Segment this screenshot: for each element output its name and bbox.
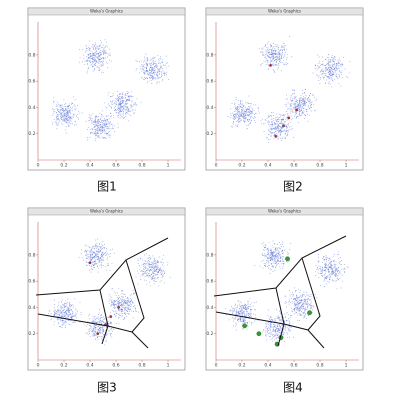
window	[205, 207, 364, 371]
centroid	[109, 315, 113, 318]
boundary	[215, 311, 285, 325]
point-cloud	[108, 287, 140, 324]
y-tick-label: 0.4	[206, 305, 213, 311]
x-tick-label: 0.8	[316, 163, 323, 169]
window	[205, 7, 364, 171]
centroid	[88, 261, 92, 265]
y-tick-label: 0.8	[28, 52, 35, 58]
boundary	[213, 235, 347, 297]
x-tick-label: 0.6	[290, 363, 297, 369]
caption: 图2	[283, 180, 303, 194]
window-title: Weka's Graphics	[268, 209, 301, 214]
panel: Weka's Graphics 0 0.2 0.4 0.6 0.8 1 0.2 0.4 0.6 0.…	[27, 207, 186, 371]
caption: 图4	[283, 381, 303, 395]
point-cloud	[51, 96, 83, 134]
point-cloud	[315, 251, 349, 290]
x-tick-label: 0	[215, 163, 218, 169]
x-tick-label: 0	[37, 363, 40, 369]
point-cloud	[135, 253, 171, 287]
boundary	[301, 257, 321, 331]
point-cloud	[78, 238, 115, 273]
x-tick-label: 0.6	[112, 163, 119, 169]
point-cloud	[78, 39, 112, 74]
y-tick-label: 0.2	[28, 131, 35, 137]
x-tick-label: 0	[215, 363, 218, 369]
centroid	[274, 134, 278, 138]
title-bar	[205, 207, 364, 216]
point-cloud	[254, 240, 292, 274]
x-tick-label: 1	[167, 363, 170, 369]
panel: Weka's Graphics 0 0.2 0.4 0.6 0.8 1 0.2 0.4 0.6 0.…	[205, 207, 364, 371]
point-cloud	[283, 88, 317, 124]
title-bar	[205, 7, 364, 16]
boundary	[35, 237, 169, 296]
y-tick-label: 0.8	[206, 52, 213, 58]
x-tick-label: 1	[345, 163, 348, 169]
x-tick-label: 0.6	[112, 363, 119, 369]
boundary	[125, 259, 145, 333]
centroid	[96, 332, 100, 336]
voronoi-lines	[213, 235, 347, 349]
x-tick-label: 0.4	[264, 363, 271, 369]
y-tick-label: 0.4	[28, 105, 35, 111]
centroid	[287, 116, 291, 120]
title-bar	[27, 7, 186, 16]
window-title: Weka's Graphics	[268, 9, 301, 14]
centroid	[256, 331, 262, 337]
y-tick-label: 0.2	[206, 331, 213, 337]
x-tick-label: 0.4	[86, 163, 93, 169]
point-cloud	[104, 90, 142, 124]
window	[27, 207, 186, 371]
y-tick-label: 0.4	[28, 305, 35, 311]
y-tick-label: 0.6	[206, 79, 213, 85]
y-tick-label: 0.4	[206, 105, 213, 111]
x-tick-label: 0.6	[290, 163, 297, 169]
x-tick-label: 0	[37, 163, 40, 169]
x-tick-label: 0.8	[138, 363, 145, 369]
window	[27, 7, 186, 171]
title-bar	[27, 207, 186, 216]
point-cloud	[312, 53, 351, 88]
centroid	[295, 108, 298, 112]
centroid	[285, 256, 290, 262]
x-tick-label: 0.8	[316, 363, 323, 369]
point-cloud	[48, 298, 82, 329]
centroid	[269, 64, 272, 67]
caption: 图1	[97, 180, 117, 194]
point-cloud	[85, 110, 119, 141]
x-tick-label: 0.2	[60, 363, 67, 369]
y-tick-label: 0.2	[206, 131, 213, 137]
caption: 图3	[97, 381, 117, 395]
voronoi-lines	[35, 237, 169, 349]
y-tick-label: 0.2	[28, 331, 35, 337]
x-tick-label: 0.2	[238, 163, 245, 169]
centroid	[282, 124, 285, 128]
point-cloud	[135, 53, 170, 84]
y-tick-label: 0.8	[28, 252, 35, 258]
y-tick-label: 0.6	[28, 79, 35, 85]
x-tick-label: 0.2	[238, 363, 245, 369]
centroid	[242, 323, 247, 329]
x-tick-label: 0.2	[60, 163, 67, 169]
point-cloud	[260, 111, 294, 143]
panel: Weka's Graphics 0 0.2 0.4 0.6 0.8 1 0.2 0.4 0.6 0.…	[27, 7, 186, 171]
centroid	[117, 306, 120, 309]
x-tick-label: 1	[345, 363, 348, 369]
x-tick-label: 0.4	[86, 363, 93, 369]
x-tick-label: 0.4	[264, 163, 271, 169]
y-tick-label: 0.8	[206, 252, 213, 258]
x-tick-label: 1	[167, 163, 170, 169]
x-tick-label: 0.8	[138, 163, 145, 169]
point-cloud	[258, 36, 293, 73]
panel: Weka's Graphics 0 0.2 0.4 0.6 0.8 1 0.2 0.4 0.6 0.…	[205, 7, 364, 171]
y-tick-label: 0.6	[28, 279, 35, 285]
window-title: Weka's Graphics	[90, 9, 123, 14]
point-cloud	[227, 95, 260, 130]
centroid	[307, 310, 312, 316]
window-title: Weka's Graphics	[90, 209, 123, 214]
boundary	[37, 313, 109, 327]
y-tick-label: 0.6	[206, 279, 213, 285]
